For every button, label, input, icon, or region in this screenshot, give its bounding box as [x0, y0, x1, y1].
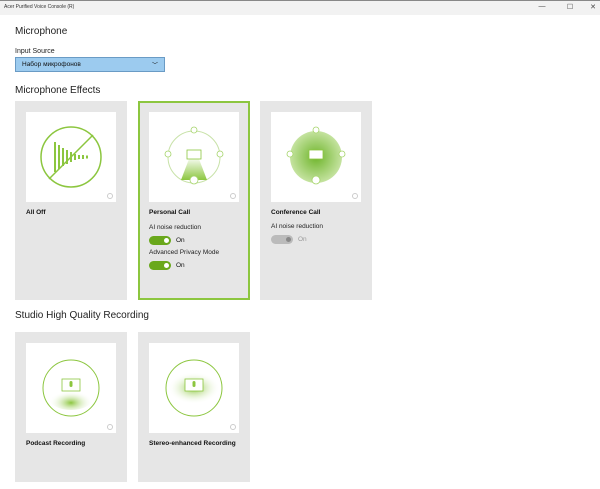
card-name: Stereo-enhanced Recording: [149, 440, 236, 447]
podcast-mic-icon: [42, 359, 100, 417]
ai-noise-reduction-toggle: [271, 235, 293, 244]
toggle-label: AI noise reduction: [149, 224, 202, 231]
info-icon[interactable]: [107, 193, 113, 199]
title-bar: Acer Purified Voice Console (R) — ☐ ✕: [0, 0, 600, 15]
info-icon[interactable]: [107, 424, 113, 430]
maximize-button[interactable]: ☐: [566, 4, 574, 11]
effects-heading: Microphone Effects: [15, 85, 101, 96]
all-off-image: [26, 112, 116, 202]
card-name: All Off: [26, 209, 46, 216]
input-source-value: Набор микрофонов: [22, 61, 81, 68]
effect-card-conference-call[interactable]: Conference Call AI noise reduction On: [260, 101, 372, 300]
info-icon[interactable]: [352, 193, 358, 199]
close-button[interactable]: ✕: [590, 4, 596, 11]
personal-call-icon: [164, 126, 224, 185]
input-source-label: Input Source: [15, 48, 55, 55]
studio-heading: Studio High Quality Recording: [15, 310, 149, 321]
chevron-down-icon: ﹀: [151, 63, 158, 69]
effect-card-all-off[interactable]: All Off: [15, 101, 127, 300]
podcast-image: [26, 343, 116, 433]
ai-noise-reduction-toggle[interactable]: [149, 236, 171, 245]
conference-call-icon: [286, 126, 346, 185]
window-title: Acer Purified Voice Console (R): [4, 4, 75, 10]
toggle-label: AI noise reduction: [271, 223, 324, 230]
toggle-state: On: [298, 236, 307, 243]
privacy-mode-toggle[interactable]: [149, 261, 171, 270]
card-name: Personal Call: [149, 209, 191, 216]
toggle-state: On: [176, 237, 185, 244]
effect-card-personal-call[interactable]: Personal Call AI noise reduction On Adva…: [138, 101, 250, 300]
microphone-heading: Microphone: [15, 26, 68, 37]
info-icon[interactable]: [230, 193, 236, 199]
stereo-image: [149, 343, 239, 433]
input-source-select[interactable]: Набор микрофонов ﹀: [15, 57, 165, 72]
toggle-label: Advanced Privacy Mode: [149, 249, 220, 256]
studio-card-podcast[interactable]: Podcast Recording: [15, 332, 127, 482]
mute-waveform-icon: [40, 126, 102, 188]
card-name: Podcast Recording: [26, 440, 86, 447]
personal-call-image: [149, 112, 239, 202]
card-name: Conference Call: [271, 209, 321, 216]
info-icon[interactable]: [230, 424, 236, 430]
toggle-state: On: [176, 262, 185, 269]
conference-call-image: [271, 112, 361, 202]
studio-card-stereo[interactable]: Stereo-enhanced Recording: [138, 332, 250, 482]
stereo-mic-icon: [165, 359, 223, 417]
minimize-button[interactable]: —: [538, 3, 546, 10]
